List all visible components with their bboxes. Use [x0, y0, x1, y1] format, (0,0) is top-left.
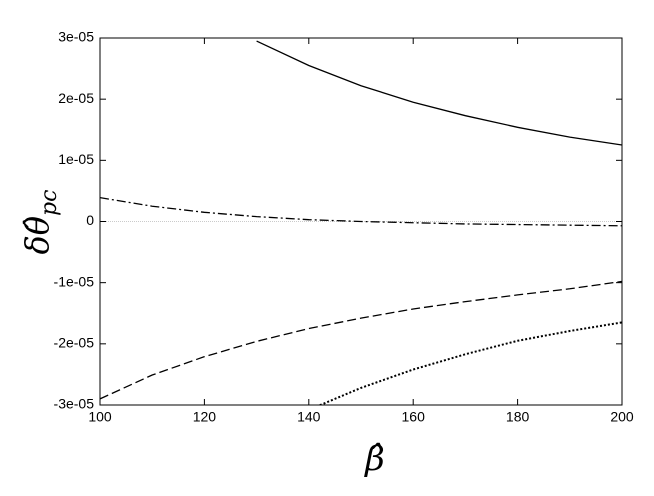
x-tick-label: 120	[193, 409, 217, 425]
series-line	[100, 197, 622, 227]
y-axis-label-main: δθ̂	[18, 216, 56, 255]
y-tick-label: 3e-05	[58, 29, 94, 45]
y-tick-label: -3e-05	[54, 396, 95, 412]
x-axis-label: β̂	[363, 439, 385, 479]
y-tick-label: -2e-05	[54, 335, 95, 351]
series-line	[100, 280, 622, 400]
y-axis-label: δθ̂pc	[18, 190, 62, 255]
x-tick-label: 100	[88, 409, 112, 425]
x-tick-label: 160	[402, 409, 426, 425]
series-line	[317, 321, 622, 405]
plot-area	[100, 40, 622, 405]
x-tick-label: 180	[506, 409, 530, 425]
y-tick-label: -1e-05	[54, 273, 95, 289]
y-tick-label: 2e-05	[58, 90, 94, 106]
y-axis-label-group: δθ̂pc	[18, 190, 62, 255]
x-tick-label: 140	[297, 409, 321, 425]
x-tick-label: 200	[610, 409, 634, 425]
plot-frame	[99, 37, 623, 406]
y-axis-label-sub: pc	[37, 190, 62, 216]
y-tick-label: 1e-05	[58, 151, 94, 167]
series-line	[256, 40, 622, 146]
y-tick-label: 0	[86, 212, 94, 228]
